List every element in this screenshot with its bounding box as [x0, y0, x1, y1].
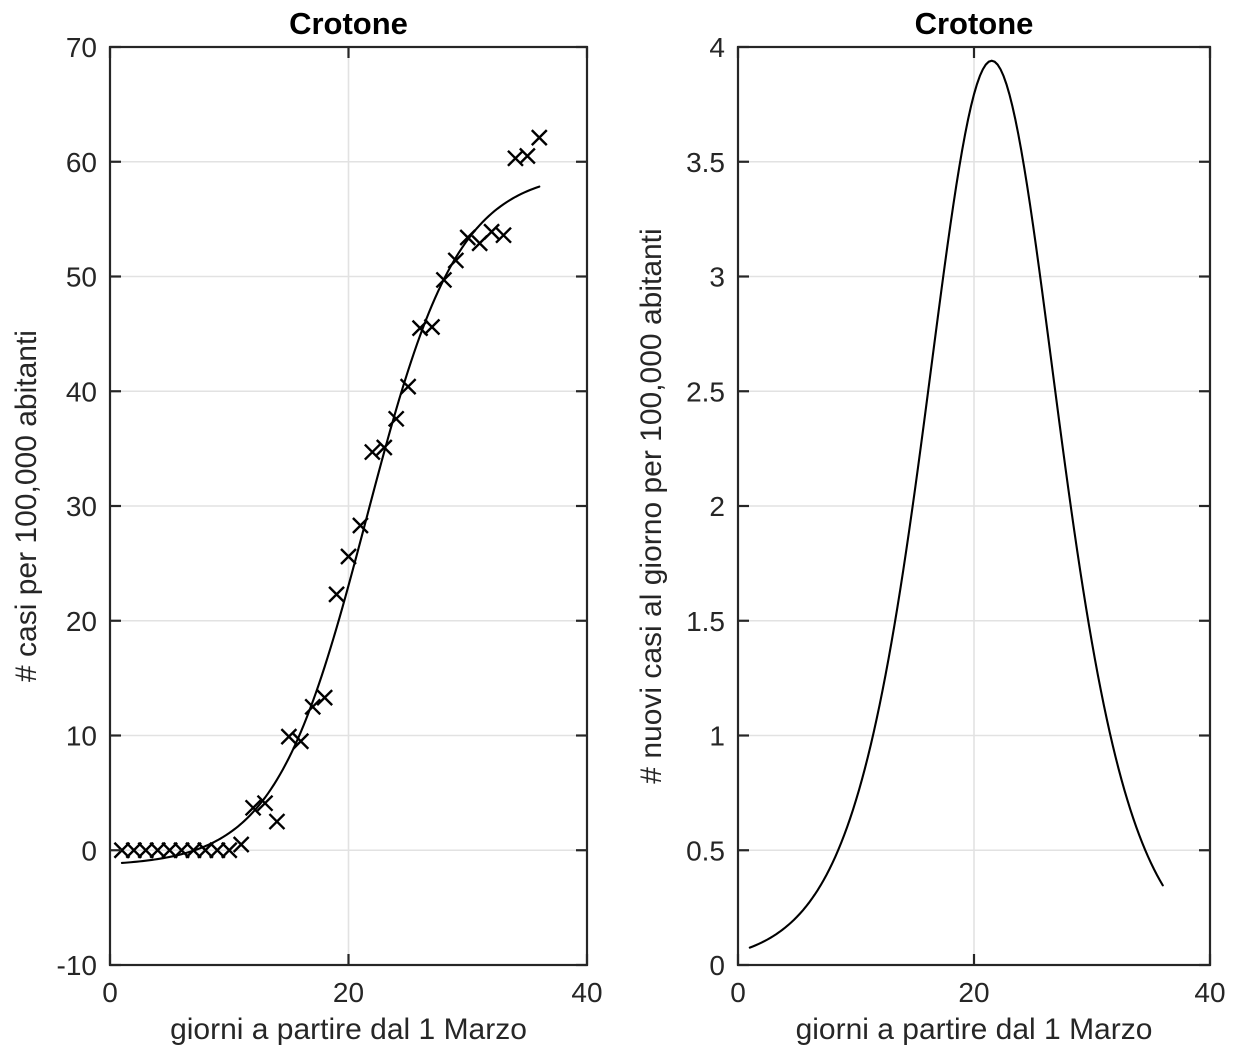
- data-point-marker: [244, 799, 262, 817]
- x-tick-label: 40: [571, 977, 602, 1008]
- data-point-marker: [185, 841, 202, 859]
- data-point-marker: [435, 271, 453, 289]
- left-plot-ylabel: # casi per 100,000 abitanti: [10, 330, 43, 682]
- y-tick-label: 20: [66, 606, 97, 637]
- y-tick-label: 2: [709, 491, 725, 522]
- data-point-marker: [232, 836, 250, 853]
- data-point-marker: [280, 728, 298, 745]
- x-tick-label: 20: [333, 977, 364, 1008]
- data-point-marker: [316, 689, 333, 706]
- x-tick-label: 0: [730, 977, 746, 1008]
- y-tick-label: 40: [66, 376, 97, 407]
- data-point-marker: [530, 129, 548, 147]
- right-plot-ylabel: # nuovi casi al giorno per 100,000 abita…: [635, 228, 668, 784]
- data-point-marker: [220, 841, 238, 859]
- data-point-marker: [387, 410, 405, 428]
- data-point-marker: [375, 439, 393, 456]
- data-point-marker: [447, 252, 465, 269]
- y-tick-label: -10: [57, 950, 97, 981]
- y-tick-label: 10: [66, 721, 97, 752]
- data-point-marker: [459, 229, 477, 246]
- y-tick-label: 70: [66, 32, 97, 63]
- right-plot: 0 20 40 0 0.5 1 1.5 2 2.5 3 3.5 4: [686, 32, 1226, 1008]
- x-tick-label: 0: [102, 977, 118, 1008]
- y-tick-label: 50: [66, 262, 97, 293]
- data-point-marker: [197, 841, 214, 859]
- y-tick-label: 4: [709, 32, 725, 63]
- data-point-marker: [340, 548, 357, 565]
- y-tick-label: 0.5: [686, 835, 725, 866]
- right-plot-xlabel: giorni a partire dal 1 Marzo: [795, 1013, 1153, 1046]
- y-tick-label: 60: [66, 147, 97, 178]
- data-point-marker: [519, 147, 536, 165]
- left-plot-xlabel: giorni a partire dal 1 Marzo: [170, 1013, 527, 1046]
- y-tick-label: 3: [709, 262, 725, 293]
- data-point-marker: [208, 841, 226, 859]
- data-point-marker: [483, 223, 500, 241]
- left-plot-title: Crotone: [289, 6, 408, 41]
- y-tick-label: 1.5: [686, 606, 725, 637]
- x-tick-label: 40: [1194, 977, 1225, 1008]
- y-tick-label: 30: [66, 491, 97, 522]
- data-point-marker: [256, 794, 274, 812]
- data-point-marker: [113, 841, 131, 859]
- y-tick-label: 3.5: [686, 147, 725, 178]
- data-point-marker: [125, 841, 143, 859]
- data-point-marker: [352, 517, 369, 534]
- data-point-marker: [292, 732, 310, 750]
- data-point-marker: [268, 813, 286, 830]
- y-tick-label: 0: [709, 950, 725, 981]
- fit-curve: [120, 185, 541, 865]
- y-tick-label: 1: [709, 721, 725, 752]
- data-point-marker: [173, 841, 190, 859]
- new-cases-curve: [748, 59, 1164, 949]
- data-point-marker: [137, 841, 155, 859]
- y-tick-label: 0: [81, 835, 97, 866]
- data-point-marker: [399, 378, 417, 396]
- data-point-marker: [304, 698, 322, 716]
- y-tick-label: 2.5: [686, 376, 725, 407]
- data-point-marker: [149, 841, 167, 859]
- data-point-marker: [495, 226, 512, 244]
- x-tick-label: 20: [958, 977, 989, 1008]
- right-plot-title: Crotone: [914, 6, 1034, 41]
- data-point-marker: [328, 586, 345, 603]
- data-point-marker: [364, 443, 381, 461]
- data-point-marker: [423, 318, 441, 336]
- data-point-marker: [161, 841, 178, 859]
